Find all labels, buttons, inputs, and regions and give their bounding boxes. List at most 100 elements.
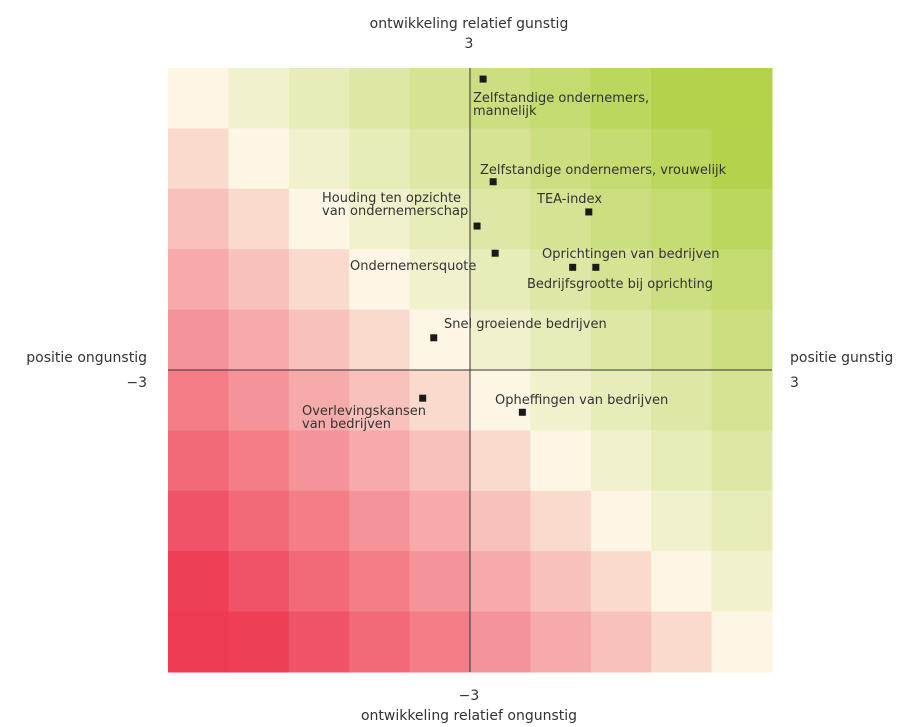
heatmap-cell [590,309,652,371]
heatmap-cell [409,128,471,190]
heatmap-cell [288,490,350,552]
top-axis-label: ontwikkeling relatief gunstig [369,16,569,32]
heatmap-cell [470,611,531,673]
heatmap-cell [349,611,411,673]
heatmap-cell [651,128,713,190]
heatmap-cell [590,430,652,492]
heatmap-background [168,68,773,673]
point-label-opheffingen: Opheffingen van bedrijven [495,393,669,408]
top-axis-value: 3 [464,36,474,52]
heatmap-cell [651,370,713,431]
heatmap-cell [470,188,531,250]
point-label-zelfstandige-mannelijk: Zelfstandige ondernemers, mannelijk [473,91,650,119]
heatmap-cell [590,490,652,552]
heatmap-cell [530,188,592,250]
bottom-axis-value: −3 [458,688,480,704]
heatmap-cell [530,551,592,613]
point-label-ondernemersquote: Ondernemersquote [350,259,477,274]
heatmap-cell [228,490,290,552]
heatmap-cell [228,249,290,311]
data-point-marker [491,249,499,257]
heatmap-cell [530,490,592,552]
right-axis-value: 3 [790,375,799,391]
point-label-bedrijfsgrootte: Bedrijfsgrootte bij oprichting [527,277,713,292]
heatmap-cell [409,309,471,371]
heatmap-cell [590,551,652,613]
heatmap-cell [228,188,290,250]
heatmap-cell [168,430,229,492]
heatmap-cell [349,490,411,552]
heatmap-cell [349,309,411,371]
point-label-tea-index: TEA-index [537,192,603,207]
heatmap-cell [409,188,471,250]
heatmap-cell [711,611,773,673]
heatmap-cell [288,551,350,613]
heatmap-cell [168,128,229,190]
heatmap-cell [349,249,411,311]
heatmap-cell [349,430,411,492]
heatmap-cell [651,188,713,250]
heatmap-cell [349,370,411,431]
heatmap-cell [409,68,471,129]
heatmap-cell [409,430,471,492]
heatmap-cell [288,309,350,371]
heatmap-cell [168,611,229,673]
heatmap-cell [349,551,411,613]
data-point-marker [592,263,600,271]
heatmap-cell [711,490,773,552]
data-point-marker [430,334,438,342]
data-point-marker [473,222,481,230]
point-label-snel-groeiende: Snel groeiende bedrijven [444,317,607,332]
heatmap-cell [168,551,229,613]
heatmap-cell [168,490,229,552]
heatmap-cell [711,188,773,250]
left-axis-label: positie ongunstig [26,350,147,366]
heatmap-cell [409,611,471,673]
heatmap-cell [168,249,229,311]
left-axis-value: −3 [126,375,147,391]
heatmap-cell [530,370,592,431]
point-label-oprichtingen: Oprichtingen van bedrijven [542,247,720,262]
data-point-marker [479,75,487,83]
point-label-overlevingskansen: Overlevingskansen van bedrijven [302,404,426,432]
heatmap-cell [470,551,531,613]
heatmap-cell [530,611,592,673]
heatmap-cell [651,611,713,673]
heatmap-cell [590,611,652,673]
heatmap-cell [288,188,350,250]
heatmap-cell [288,430,350,492]
bottom-axis-label: ontwikkeling relatief ongunstig [360,708,578,724]
heatmap-cell [651,68,713,129]
heatmap-cell [590,249,652,311]
heatmap-cell [530,128,592,190]
heatmap-cell [228,68,290,129]
heatmap-cell [530,249,592,311]
heatmap-cell [651,551,713,613]
heatmap-cell [530,68,592,129]
right-axis-label: positie gunstig [790,350,894,366]
data-point-marker [518,408,526,416]
heatmap-cell [409,249,471,311]
heatmap-cell [651,309,713,371]
heatmap-cell [470,249,531,311]
data-point-marker [569,263,577,271]
heatmap-cell [711,68,773,129]
heatmap-cell [228,128,290,190]
heatmap-cell [168,188,229,250]
heatmap-cell [228,370,290,431]
heatmap-cell [470,430,531,492]
heatmap-cell [228,551,290,613]
heatmap-cell [288,249,350,311]
heatmap-cell [651,249,713,311]
heatmap-cell [590,68,652,129]
heatmap-cell [651,430,713,492]
heatmap-cell [711,249,773,311]
data-points [419,75,600,416]
heatmap-cell [409,490,471,552]
heatmap-cell [168,370,229,431]
heatmap-cell [651,490,713,552]
heatmap-cell [349,128,411,190]
axes [168,68,772,672]
heatmap-cell [470,309,531,371]
